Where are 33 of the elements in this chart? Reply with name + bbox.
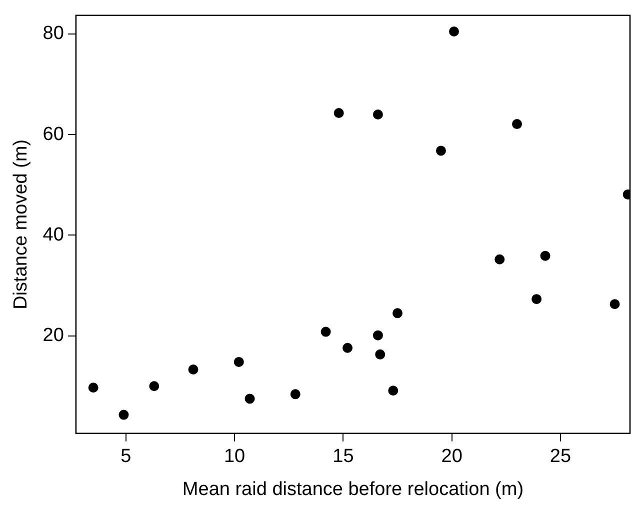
point — [244, 394, 255, 404]
point — [188, 364, 198, 375]
point — [290, 389, 300, 400]
y-tick-label: 40 — [42, 224, 64, 246]
point — [334, 108, 344, 118]
point — [449, 26, 460, 36]
point — [372, 109, 383, 120]
y-tick-label: 20 — [42, 325, 64, 346]
point — [512, 119, 522, 130]
point — [372, 330, 383, 340]
point — [436, 146, 446, 156]
x-tick-label: 10 — [224, 446, 246, 468]
point — [494, 254, 505, 264]
point — [342, 342, 353, 353]
x-tick-label: 15 — [332, 446, 354, 468]
x-tick-label: 20 — [441, 446, 462, 468]
point — [610, 299, 620, 310]
y-tick-label: 60 — [42, 124, 64, 145]
y-axis-title: Distance moved (m) — [10, 139, 32, 310]
point — [118, 410, 129, 420]
point — [149, 381, 160, 392]
y-tick-label: 80 — [42, 23, 64, 44]
x-tick-label: 5 — [120, 446, 132, 468]
point — [88, 382, 98, 393]
point — [234, 356, 244, 367]
point — [320, 326, 331, 337]
point — [392, 308, 403, 318]
point — [532, 294, 542, 304]
point — [388, 386, 398, 396]
x-axis-title: Mean raid distance before relocation (m) — [182, 478, 524, 500]
point — [375, 349, 386, 360]
x-tick-label: 25 — [550, 446, 572, 468]
point — [540, 250, 550, 261]
